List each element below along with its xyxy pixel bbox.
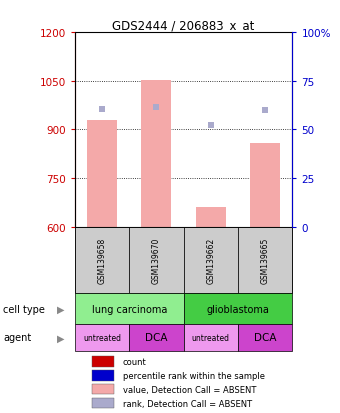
Text: GSM139658: GSM139658 [98, 237, 106, 283]
Bar [238, 324, 292, 351]
Text: GSM139665: GSM139665 [261, 237, 270, 283]
Bar [87, 120, 117, 227]
Text: lung carcinoma: lung carcinoma [91, 304, 167, 314]
Text: percentile rank within the sample: percentile rank within the sample [123, 371, 265, 380]
Bar [184, 227, 238, 294]
Text: untreated: untreated [83, 333, 121, 342]
Bar [250, 144, 280, 227]
Bar [184, 294, 292, 324]
Text: GSM139670: GSM139670 [152, 237, 161, 283]
Bar [75, 227, 129, 294]
Bar [129, 227, 184, 294]
Text: glioblastoma: glioblastoma [207, 304, 269, 314]
Text: ▶: ▶ [57, 304, 65, 314]
Bar [238, 227, 292, 294]
Bar [129, 324, 184, 351]
Text: value, Detection Call = ABSENT: value, Detection Call = ABSENT [123, 385, 256, 394]
Text: ▶: ▶ [57, 332, 65, 343]
Text: untreated: untreated [192, 333, 230, 342]
Text: GSM139662: GSM139662 [206, 237, 215, 283]
Title: GDS2444 / 206883_x_at: GDS2444 / 206883_x_at [113, 19, 255, 32]
Text: agent: agent [3, 332, 32, 343]
Bar [196, 208, 226, 227]
Text: cell type: cell type [3, 304, 45, 314]
Bar [75, 324, 129, 351]
Bar [75, 294, 184, 324]
Bar [92, 356, 114, 367]
Bar [92, 384, 114, 394]
Text: DCA: DCA [254, 332, 276, 343]
Bar [141, 81, 171, 227]
Bar [92, 398, 114, 408]
Bar [92, 370, 114, 381]
Text: count: count [123, 357, 147, 366]
Bar [184, 324, 238, 351]
Text: rank, Detection Call = ABSENT: rank, Detection Call = ABSENT [123, 399, 252, 408]
Text: DCA: DCA [145, 332, 168, 343]
